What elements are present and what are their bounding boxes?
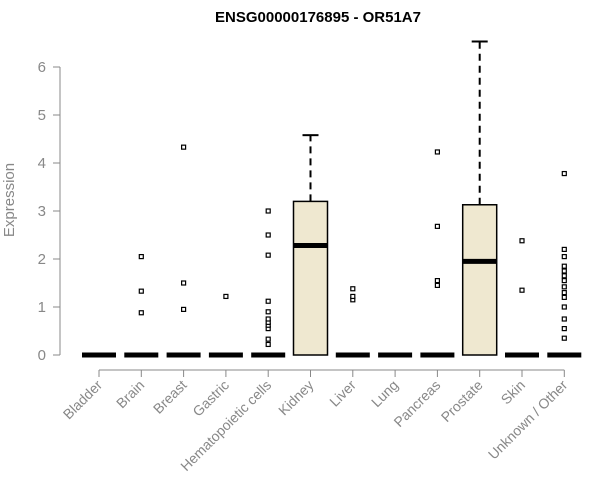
x-tick-label: Unknown / Other bbox=[485, 377, 571, 463]
outlier-point bbox=[561, 294, 567, 300]
x-tick-label: Pancreas bbox=[390, 377, 443, 430]
outlier-point bbox=[265, 208, 271, 214]
outlier-point bbox=[561, 263, 567, 269]
outlier-point bbox=[561, 304, 567, 310]
outlier-point bbox=[350, 286, 356, 292]
x-tick-label: Breast bbox=[150, 377, 190, 417]
box-liver bbox=[335, 286, 370, 358]
outlier-point bbox=[265, 309, 271, 315]
outlier-point bbox=[561, 268, 567, 274]
outlier-point bbox=[181, 306, 187, 312]
outlier-point bbox=[561, 316, 567, 322]
box-prostate bbox=[461, 40, 498, 356]
outlier-point bbox=[265, 298, 271, 304]
box-brain bbox=[124, 254, 159, 358]
outlier-point bbox=[265, 336, 271, 342]
outlier-point bbox=[519, 238, 525, 244]
x-tick-label: Lung bbox=[368, 377, 401, 410]
outlier-point bbox=[265, 232, 271, 238]
chart-title: ENSG00000176895 - OR51A7 bbox=[215, 9, 421, 26]
outlier-point bbox=[138, 288, 144, 294]
outlier-point bbox=[519, 287, 525, 293]
x-tick-label: Skin bbox=[498, 377, 529, 408]
outlier-point bbox=[561, 335, 567, 341]
x-tick-label: Prostate bbox=[438, 377, 486, 425]
outlier-point bbox=[434, 149, 440, 155]
outlier-point bbox=[265, 316, 271, 322]
axes: 0 1 2 3 4 5 6 bbox=[38, 59, 565, 377]
outlier-point bbox=[138, 254, 144, 260]
outlier-point bbox=[138, 310, 144, 316]
box-series bbox=[82, 40, 582, 358]
box-hematopoietic-cells bbox=[251, 208, 286, 358]
outlier-point bbox=[561, 326, 567, 332]
box-unknown-other bbox=[547, 170, 582, 358]
box-pancreas bbox=[420, 149, 455, 358]
box-gastric bbox=[208, 293, 243, 358]
y-tick-label: 3 bbox=[38, 203, 46, 220]
outlier-point bbox=[350, 293, 356, 300]
outlier-point bbox=[561, 246, 567, 252]
outlier-point bbox=[434, 282, 440, 288]
y-axis-label: Expression bbox=[1, 163, 18, 237]
y-tick-label: 2 bbox=[38, 251, 46, 268]
x-tick-label: Bladder bbox=[60, 377, 106, 423]
iqr-box bbox=[461, 204, 498, 356]
outlier-point bbox=[434, 223, 440, 229]
x-tick-label: Brain bbox=[113, 377, 147, 411]
outlier-point bbox=[561, 170, 567, 177]
outlier-point bbox=[265, 252, 271, 258]
outlier-point bbox=[434, 278, 440, 284]
outlier-point bbox=[561, 284, 567, 290]
box-skin bbox=[505, 238, 539, 358]
y-tick-label: 1 bbox=[38, 299, 46, 316]
outlier-point bbox=[181, 280, 187, 286]
box-breast bbox=[166, 144, 201, 358]
y-tick-label: 0 bbox=[38, 347, 46, 364]
y-tick-label: 4 bbox=[38, 155, 46, 172]
outlier-point bbox=[223, 293, 229, 300]
outlier-point bbox=[561, 273, 567, 279]
box-kidney bbox=[292, 134, 329, 356]
outlier-point bbox=[561, 278, 567, 284]
x-tick-label: Liver bbox=[326, 377, 359, 410]
iqr-box bbox=[292, 200, 329, 356]
y-tick-label: 6 bbox=[38, 59, 46, 76]
outlier-point bbox=[561, 290, 567, 296]
outlier-point bbox=[181, 144, 187, 150]
y-tick-label: 5 bbox=[38, 107, 46, 124]
outlier-point bbox=[265, 341, 271, 348]
outlier-point bbox=[561, 254, 567, 260]
x-tick-label: Kidney bbox=[275, 377, 317, 419]
